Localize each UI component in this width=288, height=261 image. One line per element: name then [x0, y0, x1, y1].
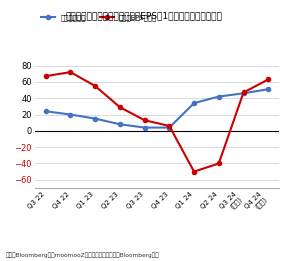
Line: 調整後EPS成長率: 調整後EPS成長率 — [43, 70, 270, 174]
調整後EPS成長率 — [143, 119, 146, 122]
調整後EPS成長率 — [217, 162, 221, 165]
売上高成長率 — [93, 117, 97, 120]
調整後EPS成長率 — [168, 124, 171, 127]
調整後EPS成長率 — [118, 106, 122, 109]
売上高成長率 — [168, 126, 171, 129]
売上高成長率 — [217, 95, 221, 98]
調整後EPS成長率 — [69, 70, 72, 74]
Text: ブロードコムの売上高と調整後EPS（1株当たり利益）成長率: ブロードコムの売上高と調整後EPS（1株当たり利益）成長率 — [66, 11, 222, 20]
売上高成長率 — [242, 92, 245, 95]
売上高成長率 — [266, 88, 270, 91]
Line: 売上高成長率: 売上高成長率 — [43, 87, 270, 130]
売上高成長率 — [143, 126, 146, 129]
Text: 出所：BloombergよりmoomooZ証券作成、業績予想はBloomberg集計: 出所：BloombergよりmoomooZ証券作成、業績予想はBloomberg… — [6, 253, 160, 258]
調整後EPS成長率 — [266, 78, 270, 81]
売上高成長率 — [44, 110, 48, 113]
売上高成長率 — [69, 113, 72, 116]
調整後EPS成長率 — [93, 84, 97, 87]
売上高成長率 — [118, 123, 122, 126]
調整後EPS成長率 — [44, 75, 48, 78]
調整後EPS成長率 — [192, 170, 196, 173]
売上高成長率 — [192, 102, 196, 105]
Legend: 売上高成長率, 調整後EPS成長率: 売上高成長率, 調整後EPS成長率 — [38, 11, 160, 23]
調整後EPS成長率 — [242, 91, 245, 94]
